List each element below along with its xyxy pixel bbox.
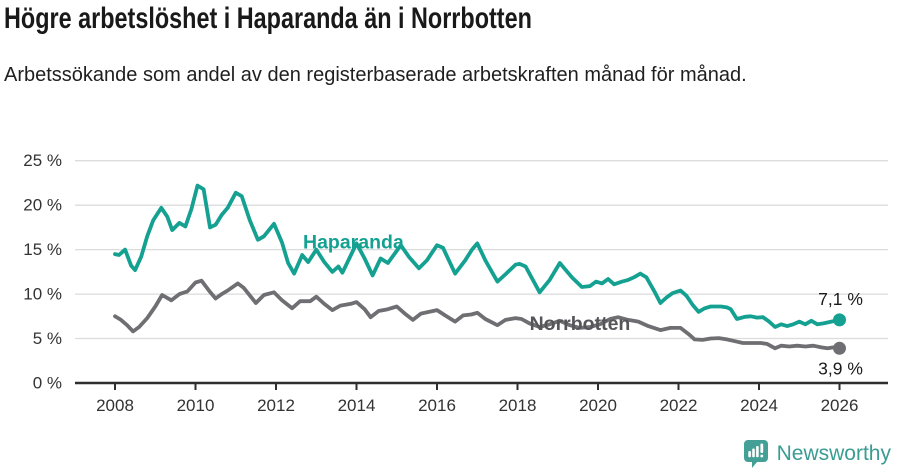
haparanda-latest-value-label: 7,1 % (818, 289, 863, 309)
x-tick-label: 2026 (821, 396, 859, 415)
x-tick-label: 2014 (338, 396, 376, 415)
x-tick-label: 2016 (418, 396, 456, 415)
newsworthy-bubble-chart-icon (743, 440, 768, 468)
y-tick-label: 25 % (23, 151, 62, 170)
x-tick-label: 2008 (96, 396, 134, 415)
y-tick-label: 5 % (33, 329, 62, 348)
x-tick-label: 2020 (579, 396, 617, 415)
norrbotten-latest-point (833, 341, 846, 355)
norrbotten-series-label: Norrbotten (530, 313, 631, 335)
haparanda-latest-point (833, 313, 846, 327)
y-tick-label: 15 % (23, 240, 62, 259)
norrbotten-line (113, 278, 842, 351)
chart-title: Högre arbetslöshet i Haparanda än i Norr… (4, 2, 532, 35)
y-tick-label: 20 % (23, 196, 62, 215)
x-tick-label: 2018 (499, 396, 537, 415)
y-tick-label: 10 % (23, 285, 62, 304)
haparanda-line (113, 183, 842, 329)
y-tick-label: 0 % (33, 374, 62, 393)
newsworthy-logo[interactable]: Newsworthy (743, 439, 891, 469)
x-tick-label: 2012 (257, 396, 295, 415)
x-tick-label: 2022 (660, 396, 698, 415)
newsworthy-brand-text: Newsworthy (776, 442, 891, 465)
unemployment-line-chart: 0 % 5 % 10 % 15 % 20 % 25 % 2008 2010 2012 2014 20… (23, 151, 888, 415)
chart-subtitle: Arbetssökande som andel av den registerb… (4, 64, 747, 86)
x-tick-label: 2024 (740, 396, 778, 415)
x-tick-label: 2010 (177, 396, 215, 415)
haparanda-series-label: Haparanda (303, 232, 404, 254)
norrbotten-latest-value-label: 3,9 % (818, 358, 863, 378)
